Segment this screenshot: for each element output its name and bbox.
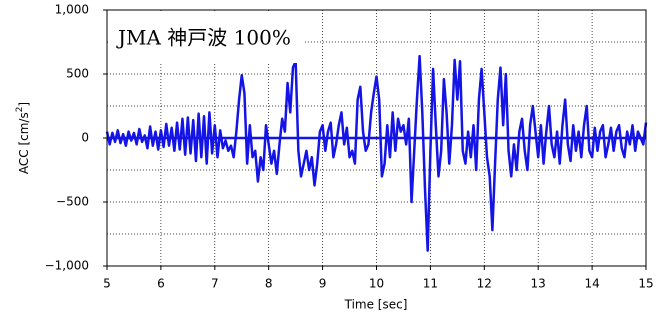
y-tick-label: −500	[56, 195, 89, 209]
x-tick-label: 7	[211, 277, 219, 291]
x-tick-label: 8	[265, 277, 273, 291]
x-tick-label: 14	[584, 277, 599, 291]
y-axis-label-end: ]	[17, 102, 31, 107]
x-tick-label: 12	[477, 277, 492, 291]
y-axis-label-sup: 2	[15, 107, 25, 113]
plot-border	[106, 9, 647, 267]
y-tick-label: 1,000	[55, 3, 89, 17]
annotation: JMA 神戸波 100%	[116, 26, 291, 50]
x-tick-label: 11	[423, 277, 438, 291]
y-tick-label: −1,000	[45, 259, 89, 273]
x-tick-label: 10	[369, 277, 384, 291]
x-tick-label: 5	[103, 277, 111, 291]
data-line	[105, 54, 648, 252]
x-axis-label: Time [sec]	[344, 298, 408, 312]
y-axis-label: ACC [cm/s2]	[15, 102, 31, 174]
x-tick-label: 9	[319, 277, 327, 291]
x-tick-label: 15	[638, 277, 653, 291]
annotation-box	[108, 11, 305, 63]
y-tick-label: 0	[81, 131, 89, 145]
x-tick-label: 6	[157, 277, 165, 291]
y-axis-label-main: ACC [cm/s	[17, 112, 31, 174]
y-tick-label: 500	[66, 67, 89, 81]
x-tick-label: 13	[531, 277, 546, 291]
